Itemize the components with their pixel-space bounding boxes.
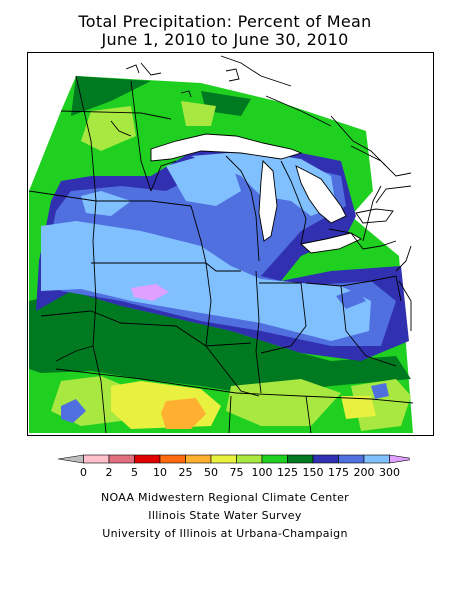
legend-swatch (83, 454, 110, 464)
legend-swatch (159, 454, 186, 464)
precipitation-fill (29, 76, 413, 433)
legend-swatch (363, 454, 390, 464)
legend-label: 125 (277, 466, 298, 479)
legend-label: 150 (303, 466, 324, 479)
legend-swatch (134, 454, 161, 464)
legend-label: 175 (328, 466, 349, 479)
legend-swatch (312, 454, 339, 464)
legend-swatch (185, 454, 212, 464)
state-boundaries (28, 55, 414, 434)
color-legend: 0 2 5 10 25 50 75 100 125 150 175 200 300 (40, 453, 416, 483)
legend-labels: 0 2 5 10 25 50 75 100 125 150 175 200 300 (80, 466, 400, 479)
credit-noaa: NOAA Midwestern Regional Climate Center (101, 491, 349, 504)
legend-label: 50 (204, 466, 218, 479)
legend-label: 10 (153, 466, 167, 479)
great-lakes (151, 134, 393, 253)
credit-isws: Illinois State Water Survey (148, 509, 302, 522)
legend-label: 0 (80, 466, 87, 479)
legend-label: 300 (379, 466, 400, 479)
legend-label: 2 (106, 466, 113, 479)
legend-swatch (261, 454, 288, 464)
legend-label: 100 (252, 466, 273, 479)
legend-swatch (210, 454, 237, 464)
legend-swatch (338, 454, 365, 464)
map-date-range: June 1, 2010 to June 30, 2010 (101, 30, 349, 49)
legend-swatch (389, 454, 416, 464)
map-title: Total Precipitation: Percent of Mean (78, 12, 372, 31)
legend-swatches (57, 454, 416, 464)
legend-swatch (236, 454, 263, 464)
precipitation-map (27, 52, 434, 436)
legend-label: 200 (354, 466, 375, 479)
lake-outlines (125, 64, 394, 254)
legend-label: 75 (230, 466, 244, 479)
legend-swatch (57, 454, 84, 464)
legend-swatch (108, 454, 135, 464)
credit-uiuc: University of Illinois at Urbana-Champai… (102, 527, 348, 540)
legend-label: 25 (179, 466, 193, 479)
legend-label: 5 (131, 466, 138, 479)
legend-swatch (287, 454, 314, 464)
